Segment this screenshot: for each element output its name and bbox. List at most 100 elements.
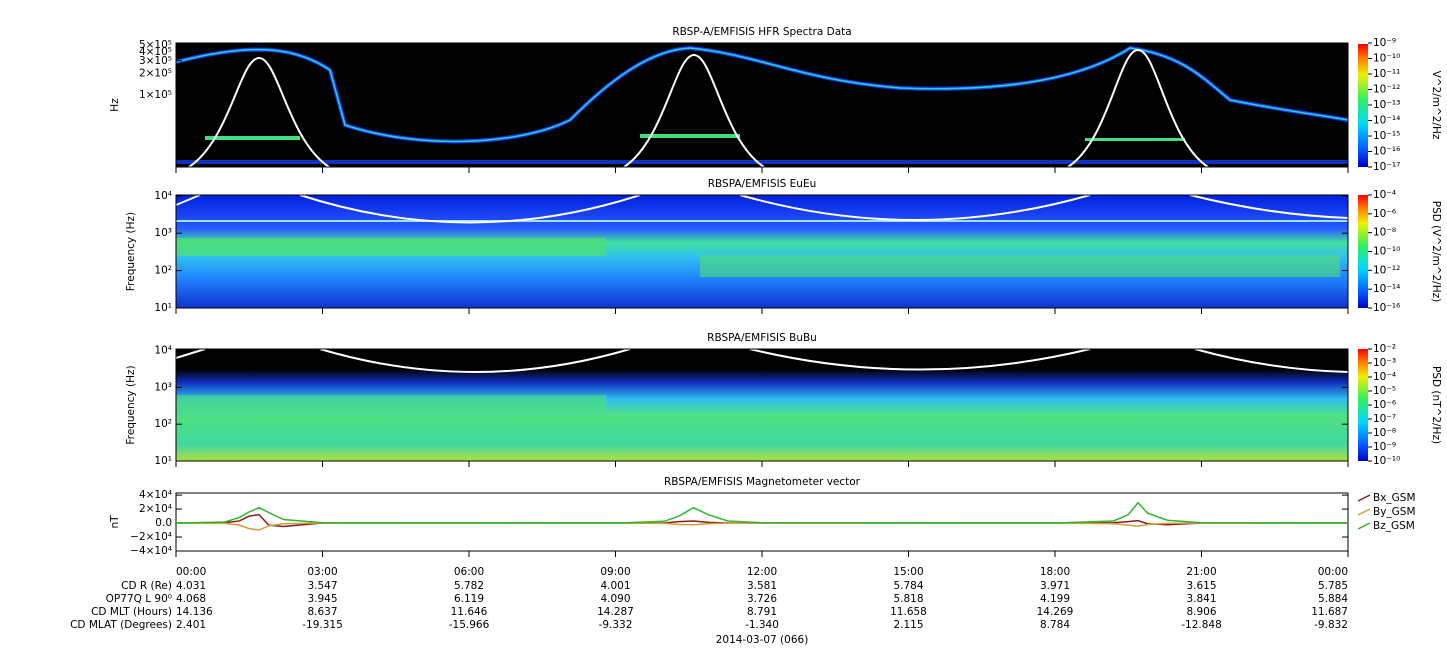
ephemeris-value: 3.971	[1040, 580, 1070, 592]
ephemeris-value: 4.001	[600, 580, 630, 592]
data-line	[175, 522, 1348, 531]
spectrogram-image	[175, 194, 1349, 308]
colorbar-tick-label: 10⁻⁴	[1373, 189, 1396, 201]
colorbar-tick-label: 10⁻⁴	[1373, 371, 1396, 383]
x-tick-label: 15:00	[893, 566, 923, 578]
ephemeris-value: 3.615	[1186, 580, 1216, 592]
colorbar	[1358, 195, 1368, 308]
x-tick-label: 09:00	[600, 566, 630, 578]
colorbar-tick-label: 10⁻⁶	[1373, 399, 1396, 411]
y-tick-label: −4×10⁴	[130, 545, 172, 557]
ephemeris-value: 5.785	[1318, 580, 1348, 592]
y-tick-label: 10¹	[154, 302, 172, 314]
colorbar-tick-label: 10⁻¹⁰	[1373, 455, 1400, 467]
data-line	[175, 513, 1348, 528]
colorbar-tick-label: 10⁻⁷	[1373, 413, 1396, 425]
x-tick-label: 06:00	[454, 566, 484, 578]
colorbar-tick-label: 10⁻³	[1373, 357, 1396, 369]
panel-title: RBSPA/EMFISIS BuBu	[707, 332, 817, 344]
y-axis-label: Frequency (Hz)	[125, 212, 137, 291]
ephemeris-value: 4.199	[1040, 593, 1070, 605]
legend-label: Bx_GSM	[1373, 492, 1416, 504]
ephemeris-value: 5.784	[893, 580, 923, 592]
colorbar-tick-label: 10⁻¹²	[1373, 84, 1400, 96]
y-tick-label: 1×10⁵	[139, 89, 172, 101]
colorbar-tick-label: 10⁻¹⁷	[1373, 161, 1400, 173]
ephemeris-value: -15.966	[449, 619, 490, 631]
ephemeris-value: 2.115	[893, 619, 923, 631]
spectrogram-image	[175, 43, 1349, 168]
colorbar-tick-label: 10⁻⁸	[1373, 227, 1396, 239]
y-tick-label: −2×10⁴	[130, 531, 172, 543]
ephemeris-value: 8.784	[1040, 619, 1070, 631]
ephemeris-value: 6.119	[454, 593, 484, 605]
ephemeris-value: 5.884	[1318, 593, 1348, 605]
ephemeris-value: -9.332	[599, 619, 633, 631]
ephemeris-value: -1.340	[745, 619, 779, 631]
colorbar-tick-label: 10⁻⁹	[1373, 37, 1396, 49]
ephemeris-value: 2.401	[176, 619, 206, 631]
y-tick-label: 5×10⁵	[139, 39, 172, 51]
colorbar-tick-label: 10⁻¹⁵	[1373, 130, 1400, 142]
y-axis-label: Frequency (Hz)	[125, 365, 137, 444]
colorbar-tick-label: 10⁻¹⁰	[1373, 246, 1400, 258]
colorbar-tick-label: 10⁻⁵	[1373, 385, 1396, 397]
legend-swatch	[1357, 508, 1371, 516]
ephemeris-value: 3.547	[307, 580, 337, 592]
legend-swatch	[1357, 522, 1371, 530]
colorbar-tick-label: 10⁻¹⁰	[1373, 53, 1400, 65]
ephemeris-value: 14.136	[176, 606, 213, 618]
y-tick-label: 2×10⁴	[139, 503, 172, 515]
colorbar-label: PSD (nT^2/Hz)	[1430, 366, 1442, 444]
ephemeris-value: -9.832	[1314, 619, 1348, 631]
ephemeris-label: CD MLT (Hours)	[91, 606, 172, 618]
ephemeris-value: 11.646	[451, 606, 488, 618]
colorbar-tick-label: 10⁻¹⁴	[1373, 283, 1400, 295]
colorbar-tick-label: 10⁻¹³	[1373, 99, 1400, 111]
spectrogram-image	[175, 348, 1349, 461]
y-tick-label: 10²	[154, 418, 172, 430]
ephemeris-value: 11.658	[890, 606, 927, 618]
x-tick-label: 00:00	[176, 566, 206, 578]
ephemeris-label: CD R (Re)	[121, 580, 172, 592]
x-tick-label: 18:00	[1040, 566, 1070, 578]
x-tick-label: 12:00	[747, 566, 777, 578]
ephemeris-value: 5.782	[454, 580, 484, 592]
y-tick-label: 10³	[154, 227, 172, 239]
ephemeris-label: CD MLAT (Degrees)	[70, 619, 172, 631]
y-tick-label: 4×10⁴	[139, 489, 172, 501]
x-tick-label: 21:00	[1186, 566, 1216, 578]
ephemeris-value: 3.841	[1186, 593, 1216, 605]
y-tick-label: 3×10⁵	[139, 55, 172, 67]
y-tick-label: 4×10⁵	[139, 46, 172, 58]
legend-label: Bz_GSM	[1373, 520, 1415, 532]
colorbar-tick-label: 10⁻¹²	[1373, 264, 1400, 276]
colorbar-tick-label: 10⁻¹⁶	[1373, 146, 1400, 158]
ephemeris-value: -19.315	[302, 619, 343, 631]
y-tick-label: 10²	[154, 265, 172, 277]
ephemeris-label: OP77Q L 90⁰	[106, 593, 172, 605]
colorbar	[1358, 349, 1368, 461]
colorbar	[1358, 44, 1368, 167]
colorbar-tick-label: 10⁻¹¹	[1373, 68, 1400, 80]
ephemeris-value: 4.068	[176, 593, 206, 605]
panel-title: RBSPA/EMFISIS Magnetometer vector	[664, 476, 861, 488]
ephemeris-value: 11.687	[1311, 606, 1348, 618]
colorbar-tick-label: 10⁻⁶	[1373, 208, 1396, 220]
data-line	[175, 501, 1349, 524]
ephemeris-value: 3.581	[747, 580, 777, 592]
ephemeris-value: 4.090	[600, 593, 630, 605]
colorbar-tick-label: 10⁻¹⁶	[1373, 302, 1400, 314]
legend-swatch	[1357, 494, 1371, 502]
x-tick-label: 00:00	[1318, 566, 1348, 578]
ephemeris-value: 3.726	[747, 593, 777, 605]
date-label: 2014-03-07 (066)	[716, 634, 809, 646]
colorbar-tick-label: 10⁻⁹	[1373, 441, 1396, 453]
y-tick-label: 10¹	[154, 455, 172, 467]
x-tick-label: 03:00	[307, 566, 337, 578]
ephemeris-value: 14.269	[1037, 606, 1074, 618]
y-tick-label: 2×10⁵	[139, 67, 172, 79]
y-tick-label: 0.0	[155, 517, 172, 529]
ephemeris-value: 8.637	[307, 606, 337, 618]
